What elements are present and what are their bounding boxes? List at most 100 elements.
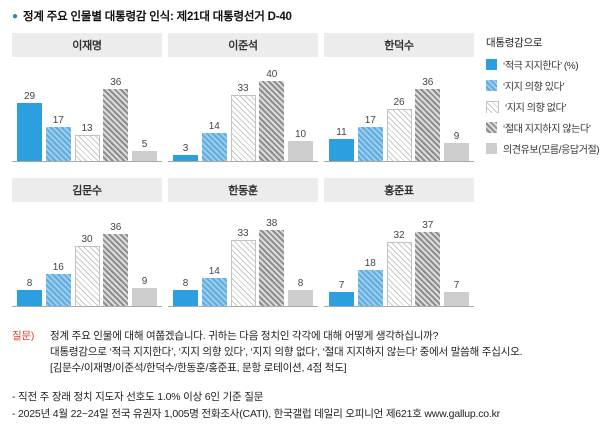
- question-line: 정계 주요 인물에 대해 여쭙겠습니다. 귀하는 다음 정치인 각각에 대해 어…: [50, 330, 439, 342]
- bar-no-opinion: 9: [132, 276, 157, 306]
- bar-value-label: 32: [393, 230, 405, 241]
- bar-value-label: 17: [52, 115, 64, 126]
- chart-grid: 이재명 29 17 13 36: [12, 33, 474, 307]
- bar-never-support: 37: [415, 220, 441, 306]
- legend-item-strong-support: ‘적극 지지한다’ (%): [486, 57, 600, 72]
- chart-panel-lee-jae-myung: 이재명 29 17 13 36: [12, 33, 162, 162]
- chart-panel-kim-moon-soo: 김문수 8 16 30 36: [12, 178, 162, 307]
- bar-rect: [415, 89, 441, 161]
- legend-item-never-support: ‘절대 지지하지 않는다’: [486, 120, 600, 135]
- bar-willing-support: 14: [201, 266, 227, 306]
- bar-rect: [103, 89, 129, 161]
- legend-swatch-willing-support-icon: [486, 80, 497, 91]
- bar-rect: [17, 103, 42, 161]
- legend-label: ‘절대 지지하지 않는다’: [503, 124, 591, 135]
- bar-value-label: 7: [338, 280, 345, 291]
- bar-rect: [288, 290, 313, 306]
- bar-rect: [259, 81, 285, 161]
- bar-strong-support: 3: [173, 143, 198, 161]
- bar-not-willing: 26: [386, 97, 412, 161]
- legend-swatch-never-support-icon: [486, 122, 497, 133]
- bar-never-support: 38: [259, 218, 285, 306]
- bar-rect: [230, 95, 256, 161]
- bar-value-label: 14: [208, 266, 220, 277]
- question-block: 질문) 정계 주요 인물에 대해 여쭙겠습니다. 귀하는 다음 정치인 각각에 …: [12, 329, 588, 376]
- bar-never-support: 40: [259, 69, 285, 161]
- bar-value-label: 26: [393, 97, 405, 108]
- content: 이재명 29 17 13 36: [12, 33, 600, 307]
- bar-value-label: 8: [297, 278, 304, 289]
- chart-plot: 3 14 33 40 1: [168, 65, 318, 162]
- bar-value-label: 33: [237, 83, 249, 94]
- bar-rect: [259, 230, 285, 306]
- legend-swatch-no-opinion-icon: [486, 143, 497, 154]
- bar-strong-support: 7: [329, 280, 354, 306]
- bar-strong-support: 8: [17, 278, 42, 306]
- legend-label: 의견유보(모름/응답거절): [503, 145, 600, 156]
- bar-rect: [201, 278, 227, 306]
- chart-title: 이준석: [168, 33, 318, 57]
- bar-no-opinion: 10: [288, 129, 313, 161]
- chart-title: 한덕수: [324, 33, 474, 57]
- chart-plot: 8 14 33 38 8: [168, 210, 318, 307]
- bar-value-label: 10: [294, 129, 307, 140]
- bar-not-willing: 13: [74, 123, 100, 161]
- bar-value-label: 17: [364, 115, 376, 126]
- bar-rect: [173, 290, 198, 306]
- bar-value-label: 29: [23, 91, 36, 102]
- bar-value-label: 16: [52, 262, 64, 273]
- bar-value-label: 18: [364, 258, 376, 269]
- bar-rect: [74, 135, 100, 161]
- bar-willing-support: 17: [357, 115, 383, 161]
- bar-value-label: 36: [110, 222, 122, 233]
- chart-plot: 7 18 32 37 7: [324, 210, 474, 307]
- bar-not-willing: 32: [386, 230, 412, 306]
- bar-value-label: 8: [26, 278, 33, 289]
- chart-title: 한동훈: [168, 178, 318, 202]
- bar-not-willing: 33: [230, 83, 256, 161]
- bar-value-label: 9: [453, 131, 460, 142]
- chart-panel-han-duck-soo: 한덕수 11 17 26 36: [324, 33, 474, 162]
- chart-panel-hong-jun-pyo: 홍준표 7 18 32 37: [324, 178, 474, 307]
- bar-strong-support: 29: [17, 91, 42, 161]
- bar-value-label: 11: [336, 127, 347, 138]
- bar-no-opinion: 9: [444, 131, 469, 161]
- bar-rect: [329, 139, 354, 161]
- bar-rect: [415, 232, 441, 306]
- legend-item-no-opinion: 의견유보(모름/응답거절): [486, 141, 600, 156]
- bar-value-label: 14: [208, 121, 220, 132]
- legend-swatch-strong-support-icon: [486, 59, 497, 70]
- bar-rect: [132, 151, 157, 161]
- bar-rect: [103, 234, 129, 306]
- bar-rect: [329, 292, 354, 306]
- chart-title: 이재명: [12, 33, 162, 57]
- bar-value-label: 37: [422, 220, 434, 231]
- bar-rect: [230, 240, 256, 306]
- bar-no-opinion: 7: [444, 280, 469, 306]
- bar-rect: [444, 292, 469, 306]
- chart-plot: 11 17 26 36: [324, 65, 474, 162]
- footnote-survey-info: - 2025년 4월 22~24일 전국 유권자 1,005명 전화조사(CAT…: [12, 407, 500, 420]
- bar-willing-support: 14: [201, 121, 227, 161]
- bar-strong-support: 8: [173, 278, 198, 306]
- bar-value-label: 3: [182, 143, 189, 154]
- bar-willing-support: 16: [45, 262, 71, 306]
- bar-rect: [17, 290, 42, 306]
- bar-rect: [132, 288, 157, 306]
- bar-rect: [74, 246, 100, 306]
- question-line: 대통령감으로 ‘적극 지지한다’, ‘지지 의향 있다’, ‘지지 의향 없다’…: [50, 345, 523, 358]
- chart-title: 홍준표: [324, 178, 474, 202]
- chart-plot: 8 16 30 36 9: [12, 210, 162, 307]
- bar-value-label: 38: [266, 218, 278, 229]
- bar-value-label: 8: [182, 278, 189, 289]
- bar-strong-support: 11: [329, 127, 354, 161]
- bar-value-label: 13: [81, 123, 93, 134]
- legend: 대통령감으로 ‘적극 지지한다’ (%) ‘지지 의향 있다’ ‘지지 의향 없…: [486, 33, 600, 307]
- legend-swatch-not-willing-icon: [486, 100, 499, 113]
- bar-value-label: 5: [141, 139, 148, 150]
- bar-rect: [357, 127, 383, 161]
- legend-item-not-willing: ‘지지 의향 없다’: [486, 99, 600, 114]
- chart-panel-han-dong-hoon: 한동훈 8 14 33 38: [168, 178, 318, 307]
- legend-heading: 대통령감으로: [486, 37, 543, 49]
